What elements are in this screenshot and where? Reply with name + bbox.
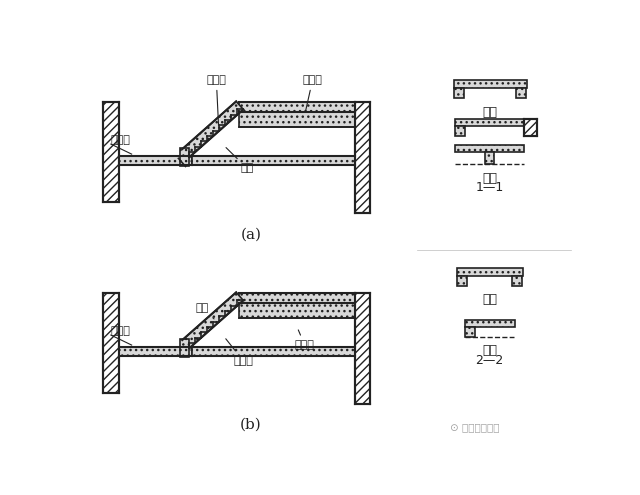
Text: 踏步板: 踏步板 (207, 75, 227, 125)
Polygon shape (192, 346, 355, 356)
Text: 双梁: 双梁 (482, 294, 497, 306)
Text: ⊙ 工程施工课堂: ⊙ 工程施工课堂 (449, 422, 499, 432)
Text: 双梁: 双梁 (482, 105, 497, 119)
Polygon shape (118, 155, 192, 165)
Text: 2—2: 2—2 (476, 353, 504, 366)
Bar (103, 102, 118, 202)
Bar (524, 119, 537, 137)
Text: 平台板: 平台板 (111, 135, 131, 145)
Polygon shape (465, 327, 475, 337)
Polygon shape (118, 346, 192, 356)
Polygon shape (180, 339, 189, 357)
Polygon shape (454, 80, 527, 88)
Polygon shape (182, 293, 243, 348)
Polygon shape (182, 101, 243, 157)
Polygon shape (455, 119, 524, 126)
Text: 平台板: 平台板 (111, 326, 131, 336)
Polygon shape (516, 88, 526, 98)
Polygon shape (180, 148, 189, 166)
Text: 1—1: 1—1 (476, 181, 504, 194)
Polygon shape (465, 320, 515, 327)
Polygon shape (239, 112, 355, 127)
Polygon shape (455, 126, 465, 137)
Text: 踏步板: 踏步板 (226, 339, 253, 366)
Polygon shape (239, 102, 355, 112)
Bar (355, 102, 371, 213)
Text: (b): (b) (240, 418, 262, 432)
Polygon shape (485, 152, 494, 164)
Text: 梯梁: 梯梁 (226, 148, 254, 173)
Text: (a): (a) (241, 227, 262, 241)
Polygon shape (192, 155, 355, 165)
Text: 单桱: 单桱 (482, 345, 497, 357)
Text: 梯梁: 梯梁 (195, 303, 214, 319)
Polygon shape (455, 145, 524, 152)
Polygon shape (512, 276, 522, 286)
Polygon shape (239, 303, 355, 318)
Polygon shape (454, 88, 463, 98)
Text: 平台梁: 平台梁 (303, 75, 323, 111)
Bar (103, 293, 118, 393)
Polygon shape (458, 276, 467, 286)
Polygon shape (239, 293, 355, 303)
Bar (355, 293, 371, 404)
Polygon shape (458, 268, 523, 276)
Text: 单梁: 单梁 (482, 172, 497, 185)
Text: 平台梁: 平台梁 (295, 330, 315, 350)
